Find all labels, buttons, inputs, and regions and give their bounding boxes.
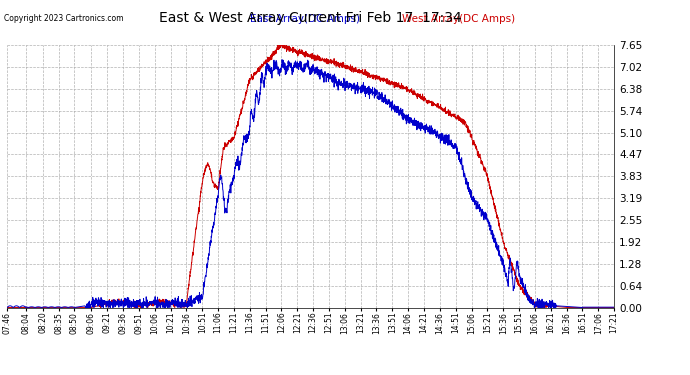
Text: Copyright 2023 Cartronics.com: Copyright 2023 Cartronics.com <box>4 13 124 22</box>
Text: East Array(DC Amps): East Array(DC Amps) <box>250 13 359 24</box>
Text: East & West Array Current Fri Feb 17  17:34: East & West Array Current Fri Feb 17 17:… <box>159 11 462 25</box>
Text: West Array(DC Amps): West Array(DC Amps) <box>402 13 515 24</box>
